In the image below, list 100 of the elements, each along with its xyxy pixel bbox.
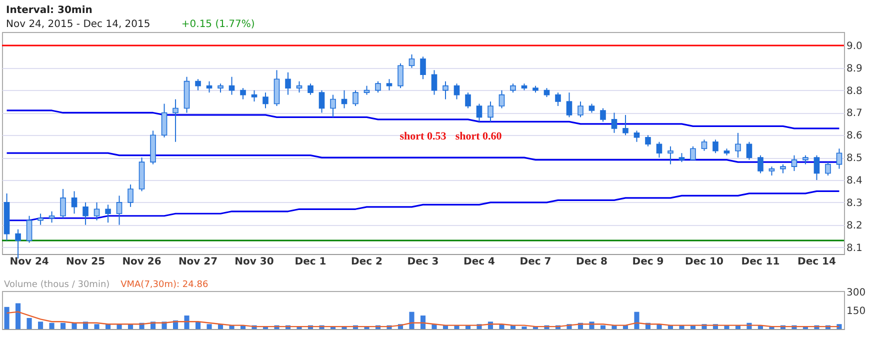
candlestick <box>454 83 460 100</box>
candlestick <box>622 114 628 136</box>
candlestick <box>645 134 651 147</box>
bar <box>206 324 212 329</box>
annotation: short 0.53 <box>400 130 447 142</box>
y-axis-title: Volume (thous / 30min) <box>4 280 110 290</box>
candlestick <box>251 90 258 102</box>
candlestick <box>791 154 798 172</box>
x-tick-label: Dec 3 <box>407 256 439 268</box>
y-tick-label: 150 <box>846 306 866 318</box>
y-tick-label: 300 <box>846 288 866 299</box>
candlestick <box>240 88 246 100</box>
candlestick <box>431 70 438 96</box>
candlestick <box>105 204 111 224</box>
candlestick <box>48 210 55 224</box>
candlestick <box>600 108 606 122</box>
bar <box>60 322 66 329</box>
candlestick <box>442 80 448 100</box>
candlestick <box>60 188 66 219</box>
y-tick-label: 8.9 <box>846 63 862 74</box>
bar <box>409 312 414 329</box>
bar <box>128 324 134 329</box>
y-tick-label: 8.1 <box>846 242 862 254</box>
bar <box>16 303 21 329</box>
candlestick <box>701 139 708 152</box>
candlestick <box>195 78 201 91</box>
y-tick-label: 8.5 <box>846 153 862 164</box>
candlestick <box>758 154 764 174</box>
y-tick-label: 8.7 <box>846 108 862 120</box>
candlestick <box>262 92 268 109</box>
bar <box>72 322 77 329</box>
candlestick <box>206 80 212 94</box>
bar <box>105 324 111 329</box>
x-tick-label: Nov 30 <box>234 256 274 268</box>
y-tick-label: 8.3 <box>846 198 862 209</box>
bar <box>4 306 10 329</box>
candlestick <box>634 130 640 142</box>
y-tick-label: 8.6 <box>846 130 862 142</box>
candlestick <box>836 148 842 170</box>
candlestick <box>94 202 100 221</box>
candlestick <box>161 103 168 138</box>
bar <box>420 316 426 329</box>
text: VMA(7,30m): 24.86 <box>120 280 208 290</box>
bar <box>38 322 44 329</box>
candlestick <box>488 101 494 122</box>
candlestick <box>308 83 314 96</box>
annotation: short 0.60 <box>455 130 502 142</box>
candlestick <box>228 76 235 96</box>
text: +0.15 (1.77%) <box>181 19 255 30</box>
candlestick <box>656 141 662 158</box>
x-tick-label: Dec 2 <box>351 256 383 268</box>
x-tick-label: Dec 9 <box>632 256 664 268</box>
bar <box>26 318 32 329</box>
candlestick <box>825 162 831 176</box>
candlestick <box>15 228 21 259</box>
candlestick <box>128 184 134 208</box>
x-tick-label: Dec 10 <box>685 256 724 268</box>
bar <box>94 324 100 329</box>
y-tick-label: 8.2 <box>846 220 862 232</box>
candlestick <box>814 154 820 180</box>
candlestick <box>82 202 88 226</box>
x-tick-label: Dec 14 <box>798 256 836 268</box>
bar <box>600 325 606 329</box>
candlestick <box>476 103 482 122</box>
x-tick-label: Dec 7 <box>520 256 552 268</box>
candlestick <box>712 139 718 154</box>
candlestick <box>296 80 302 94</box>
line-series <box>6 311 840 328</box>
x-tick-label: Dec 8 <box>576 256 608 268</box>
x-tick-label: Nov 25 <box>66 256 106 268</box>
bar <box>634 312 640 329</box>
candlestick <box>172 98 178 142</box>
x-tick-label: Dec 11 <box>741 256 780 268</box>
x-tick-label: Nov 24 <box>10 256 49 268</box>
candlestick <box>386 78 392 91</box>
candlestick <box>71 190 78 214</box>
candlestick <box>465 92 471 109</box>
candlestick <box>420 56 426 80</box>
candlestick <box>555 92 561 106</box>
candlestick <box>285 72 291 96</box>
candlestick <box>746 141 752 160</box>
bar <box>836 324 842 329</box>
candlestick <box>26 215 32 244</box>
x-tick-label: Nov 26 <box>122 256 162 268</box>
candlestick <box>566 92 572 118</box>
y-tick-label: 8.4 <box>846 176 862 186</box>
x-tick-label: Nov 27 <box>178 256 218 268</box>
candlestick <box>498 90 505 109</box>
candlestick <box>38 213 44 226</box>
chart-title: Interval: 30min <box>6 5 92 16</box>
candlestick <box>668 146 674 165</box>
chart-subtitle: Nov 24, 2015 - Dec 14, 2015 <box>6 19 150 30</box>
x-tick-label: Dec 1 <box>294 256 326 268</box>
candlestick <box>408 54 415 68</box>
candlestick <box>611 112 618 134</box>
candlestick <box>398 62 404 89</box>
bar <box>116 324 122 329</box>
candlestick <box>330 94 336 118</box>
y-tick-label: 9.0 <box>846 40 862 52</box>
candlestick <box>318 90 325 114</box>
